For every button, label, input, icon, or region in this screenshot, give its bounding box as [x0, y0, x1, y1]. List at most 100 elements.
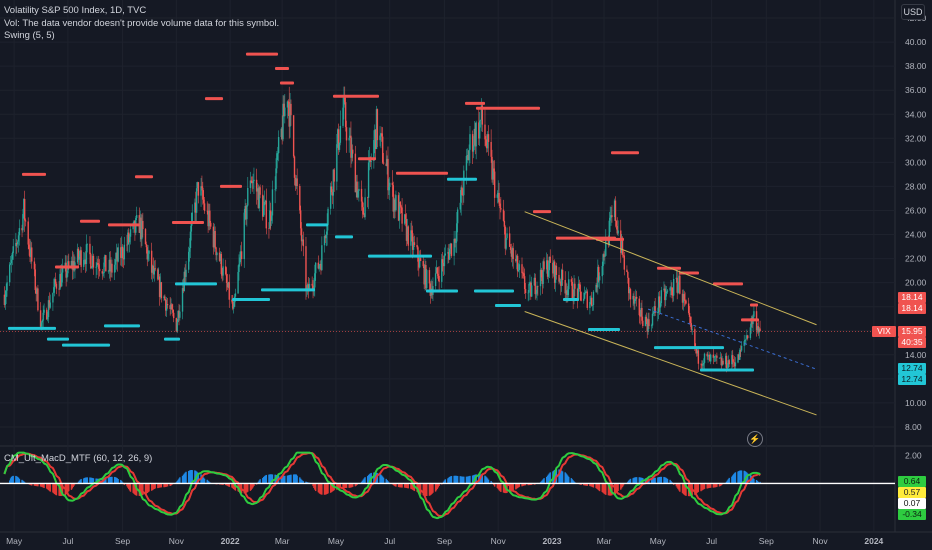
- symbol-title[interactable]: Volatility S&P 500 Index, 1D, TVC: [4, 5, 147, 16]
- macd-histogram-bar: [462, 476, 464, 484]
- macd-histogram-bar: [171, 483, 173, 485]
- candle-body: [490, 141, 492, 157]
- macd-histogram-bar: [77, 481, 80, 484]
- macd-histogram-bar: [314, 483, 317, 492]
- swing-resistance-level: [396, 171, 448, 175]
- macd-histogram-bar: [653, 477, 655, 484]
- candle-body: [436, 267, 439, 274]
- indicator-legend[interactable]: CM_Ult_MacD_MTF (60, 12, 26, 9): [4, 453, 153, 464]
- alert-clock-icon[interactable]: ⚡: [747, 431, 763, 447]
- macd-histogram-bar: [635, 477, 637, 484]
- macd-histogram-bar: [428, 483, 431, 496]
- macd-histogram-bar: [665, 477, 667, 484]
- macd-histogram-bar: [109, 476, 111, 484]
- candle-body: [46, 317, 49, 320]
- macd-histogram-bar: [29, 483, 31, 485]
- macd-histogram-bar: [658, 476, 661, 484]
- candle-body: [114, 259, 117, 265]
- candle-body: [16, 241, 19, 245]
- candle-body: [342, 107, 344, 126]
- swing-resistance-level: [713, 282, 743, 286]
- macd-histogram-bar: [321, 483, 323, 495]
- candle-body: [508, 233, 511, 247]
- candle-body: [30, 247, 32, 258]
- macd-histogram-bar: [157, 483, 159, 489]
- candle-body: [170, 304, 172, 310]
- candle-body: [749, 327, 752, 339]
- macd-histogram-bar: [739, 470, 741, 484]
- macd-histogram-bar: [397, 483, 400, 487]
- time-tick-label: Sep: [759, 536, 774, 546]
- candle-body: [536, 285, 538, 294]
- candle-body: [169, 305, 171, 310]
- macd-histogram-bar: [35, 483, 37, 487]
- macd-histogram-bar: [740, 470, 743, 484]
- macd-histogram-bar: [706, 483, 708, 489]
- macd-histogram-bar: [753, 478, 755, 484]
- macd-histogram-bar: [589, 483, 591, 487]
- candle-body: [394, 199, 396, 211]
- macd-histogram-bar: [731, 476, 733, 484]
- macd-histogram-bar: [313, 483, 315, 488]
- candle-body: [152, 265, 155, 275]
- macd-histogram-bar: [258, 480, 260, 484]
- candle-body: [86, 243, 88, 245]
- candle-body: [697, 350, 700, 364]
- candle-body: [128, 232, 130, 243]
- macd-histogram-bar: [41, 483, 44, 488]
- macd-histogram-bar: [559, 469, 561, 484]
- candle-body: [76, 248, 79, 263]
- candle-body: [294, 177, 297, 186]
- candle-body: [3, 294, 6, 305]
- macd-histogram-bar: [318, 483, 320, 494]
- candle-body: [443, 255, 446, 267]
- macd-histogram-bar: [158, 483, 160, 488]
- macd-histogram-bar: [528, 483, 530, 486]
- candle-body: [614, 200, 617, 221]
- macd-histogram-bar: [684, 483, 686, 496]
- macd-histogram-bar: [110, 476, 112, 484]
- candle-body: [746, 335, 748, 339]
- candle-body: [672, 278, 675, 296]
- swing-support-level: [426, 289, 458, 293]
- swing-legend[interactable]: Swing (5, 5): [4, 30, 55, 41]
- swing-resistance-level: [220, 184, 242, 188]
- candle-body: [77, 248, 80, 260]
- macd-histogram-bar: [500, 483, 502, 492]
- macd-histogram-bar: [611, 483, 613, 496]
- candle-body: [188, 247, 191, 252]
- macd-histogram-bar: [296, 475, 298, 484]
- candle-body: [6, 282, 8, 291]
- candle-body: [171, 304, 173, 310]
- candle-body: [690, 323, 693, 330]
- currency-button[interactable]: USD: [901, 4, 925, 20]
- candle-body: [382, 162, 385, 164]
- swing-resistance-level: [741, 318, 759, 322]
- candle-body: [313, 287, 315, 290]
- macd-histogram-bar: [708, 483, 710, 489]
- macd-histogram-bar: [543, 478, 545, 484]
- candle-body: [419, 258, 422, 262]
- candle-body: [611, 215, 613, 218]
- candle-body: [547, 270, 550, 277]
- macd-histogram-bar: [73, 483, 75, 486]
- candle-body: [474, 128, 476, 147]
- candle-body: [140, 217, 142, 240]
- candle-body: [486, 145, 488, 149]
- candle-body: [523, 273, 525, 277]
- candle-body: [598, 266, 600, 281]
- macd-histogram-bar: [362, 479, 364, 484]
- candle-body: [635, 296, 638, 299]
- macd-histogram-bar: [660, 476, 663, 484]
- price-tick-label: 32.00: [905, 133, 927, 143]
- candle-body: [60, 274, 62, 287]
- candle-body: [719, 357, 722, 359]
- candle-body: [195, 188, 198, 213]
- candle-body: [348, 137, 350, 141]
- macd-histogram-bar: [374, 472, 376, 484]
- candle-body: [222, 266, 224, 276]
- macd-histogram-bar: [336, 483, 338, 490]
- candle-body: [651, 313, 654, 326]
- macd-histogram-bar: [425, 483, 427, 497]
